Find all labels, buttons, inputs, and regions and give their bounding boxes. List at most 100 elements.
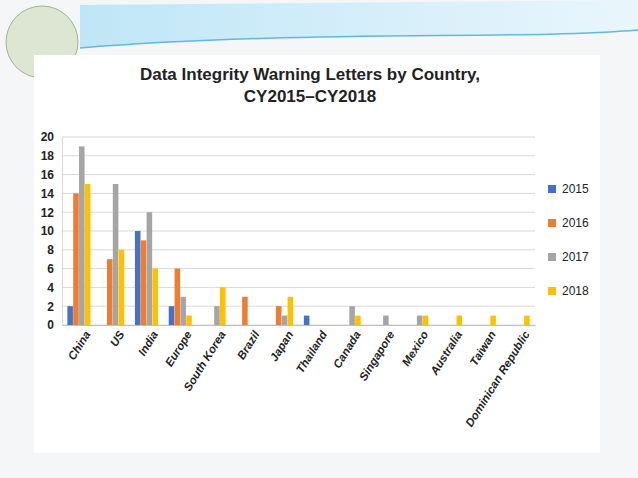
bar bbox=[355, 316, 361, 325]
bar bbox=[490, 316, 496, 325]
y-tick-label: 4 bbox=[47, 281, 54, 295]
bar bbox=[321, 325, 327, 326]
x-tick: Taiwan bbox=[467, 325, 498, 368]
bars bbox=[67, 146, 529, 325]
bar bbox=[338, 325, 344, 326]
x-axis-line bbox=[63, 325, 536, 326]
bar bbox=[288, 297, 294, 325]
chart: Data Integrity Warning Letters by Countr… bbox=[0, 0, 638, 478]
y-tick-label: 20 bbox=[41, 130, 55, 144]
y-tick-label: 10 bbox=[41, 224, 55, 238]
bar bbox=[389, 325, 395, 326]
x-tick: Mexico bbox=[400, 325, 431, 368]
series bbox=[85, 184, 530, 325]
y-tick-label: 8 bbox=[47, 243, 54, 257]
y-tick-label: 6 bbox=[47, 262, 54, 276]
bar bbox=[282, 316, 288, 325]
legend-swatch bbox=[548, 253, 556, 261]
legend-label: 2018 bbox=[562, 284, 589, 298]
bar bbox=[220, 287, 226, 325]
bar bbox=[457, 316, 463, 325]
y-tick: 4 bbox=[47, 281, 62, 295]
grid-line bbox=[62, 137, 535, 138]
grid-line bbox=[62, 155, 535, 156]
bar bbox=[518, 325, 524, 326]
x-tick: India bbox=[136, 325, 161, 358]
bar bbox=[113, 184, 119, 325]
x-tick-label: Australia bbox=[427, 328, 464, 377]
bar bbox=[203, 325, 209, 326]
bar bbox=[316, 325, 322, 326]
y-tick-label: 18 bbox=[41, 149, 55, 163]
x-tick-label: Mexico bbox=[400, 329, 431, 368]
x-tick-label: Europe bbox=[163, 328, 194, 368]
x-tick-label: Thailand bbox=[294, 328, 330, 375]
x-tick: US bbox=[108, 325, 127, 349]
y-tick-label: 0 bbox=[47, 318, 54, 332]
x-tick-label: South Korea bbox=[181, 328, 228, 393]
title: Data Integrity Warning Letters by Countr… bbox=[140, 65, 480, 106]
legend-label: 2015 bbox=[562, 182, 589, 196]
x-tick: Singapore bbox=[357, 325, 397, 383]
x-tick-label: Taiwan bbox=[467, 329, 498, 368]
bar bbox=[524, 316, 530, 325]
bar bbox=[507, 325, 513, 326]
x-tick: Japan bbox=[268, 325, 296, 363]
grid-line bbox=[62, 193, 535, 194]
series bbox=[73, 193, 281, 325]
y-axis: 0 2 4 6 8 10 12 14 16 18 20 bbox=[41, 130, 63, 332]
y-tick-label: 2 bbox=[47, 300, 54, 314]
legend: 2015 2016 2017 2018 bbox=[548, 182, 589, 298]
bar bbox=[101, 325, 107, 326]
x-tick: Brazil bbox=[235, 325, 262, 362]
x-tick-label: Japan bbox=[268, 329, 296, 364]
x-tick-label: Brazil bbox=[235, 328, 262, 362]
x-tick: Australia bbox=[427, 325, 464, 378]
bar bbox=[479, 325, 485, 326]
y-tick: 14 bbox=[41, 187, 62, 201]
grid-line bbox=[62, 287, 535, 288]
y-tick: 6 bbox=[47, 262, 62, 276]
y-tick: 0 bbox=[47, 318, 62, 332]
bar bbox=[175, 269, 181, 325]
grid-line bbox=[62, 325, 535, 326]
y-tick: 10 bbox=[41, 224, 62, 238]
legend-label: 2017 bbox=[562, 250, 589, 264]
y-tick: 12 bbox=[41, 206, 62, 220]
bar bbox=[484, 325, 490, 326]
x-tick: South Korea bbox=[181, 325, 228, 393]
bar bbox=[248, 325, 254, 326]
grid-line bbox=[62, 174, 535, 175]
x-tick-label: India bbox=[136, 328, 161, 358]
bar bbox=[85, 184, 91, 325]
y-tick-label: 16 bbox=[41, 168, 55, 182]
bar bbox=[119, 250, 125, 325]
grid-line bbox=[62, 268, 535, 269]
bar bbox=[169, 306, 175, 325]
x-axis: China US IndiaEuropeSouth Korea BrazilJapan… bbox=[63, 325, 536, 429]
bar bbox=[73, 193, 79, 325]
x-tick-label: US bbox=[108, 328, 127, 348]
header-band bbox=[80, 0, 638, 48]
bar bbox=[236, 325, 242, 326]
bar bbox=[276, 306, 282, 325]
grid-line bbox=[62, 306, 535, 307]
x-tick: Canada bbox=[331, 325, 364, 370]
grid-line bbox=[62, 231, 535, 232]
bar bbox=[135, 231, 141, 325]
bar bbox=[152, 269, 158, 325]
bar bbox=[383, 316, 389, 325]
x-tick: China bbox=[65, 325, 92, 362]
series bbox=[67, 231, 309, 325]
bar bbox=[214, 306, 220, 325]
bar bbox=[445, 325, 451, 326]
bar bbox=[208, 325, 214, 326]
chart-panel bbox=[34, 55, 600, 453]
bar bbox=[310, 325, 316, 326]
bar bbox=[439, 325, 445, 326]
legend-swatch bbox=[548, 287, 556, 295]
legend-label: 2016 bbox=[562, 216, 589, 230]
y-axis-line bbox=[62, 138, 63, 326]
bar bbox=[79, 146, 85, 325]
x-tick-label: Dominican Republic bbox=[463, 328, 532, 429]
